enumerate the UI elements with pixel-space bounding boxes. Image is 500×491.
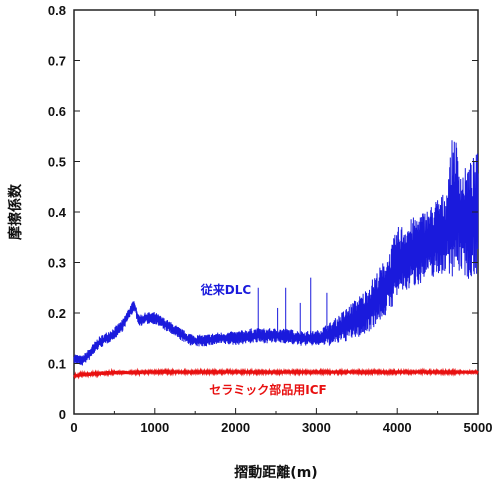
y-tick-label: 0.5: [48, 155, 66, 170]
y-tick-label: 0: [59, 407, 66, 422]
y-tick-label: 0.1: [48, 357, 66, 372]
x-axis-ticks: 0 1000 2000 3000 4000 5000: [70, 10, 492, 435]
series-label-1: 従来DLC: [200, 282, 252, 297]
series-labels: 従来DLC セラミック部品用ICF: [200, 282, 327, 397]
x-tick-label: 4000: [383, 420, 412, 435]
plot-frame: [73, 9, 479, 415]
y-tick-label: 0.3: [48, 256, 66, 271]
series-layer: [73, 140, 479, 380]
y-tick-label: 0.7: [48, 54, 66, 69]
x-axis-label: 摺動距離(m): [234, 464, 317, 481]
x-tick-label: 5000: [464, 420, 493, 435]
x-tick-label: 3000: [302, 420, 331, 435]
y-tick-label: 0.2: [48, 306, 66, 321]
series-line-2: [73, 367, 479, 380]
x-tick-label: 1000: [140, 420, 169, 435]
y-tick-label: 0.6: [48, 104, 66, 119]
y-axis-label: 摩擦係数: [7, 183, 24, 240]
x-tick-label: 2000: [221, 420, 250, 435]
y-axis-ticks: 0 0.1 0.2 0.3 0.4 0.5 0.6 0.7 0.8: [48, 3, 478, 422]
y-tick-label: 0.4: [48, 205, 67, 220]
y-tick-label: 0.8: [48, 3, 66, 18]
series-label-2: セラミック部品用ICF: [209, 382, 326, 397]
x-tick-label: 0: [70, 420, 77, 435]
series-line-1: [73, 140, 479, 366]
